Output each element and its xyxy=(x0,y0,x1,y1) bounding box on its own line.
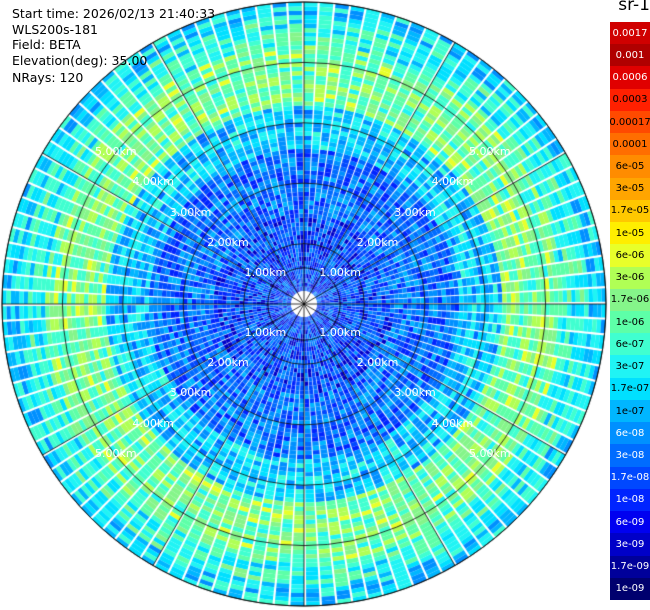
range-ring-label: 5.00km xyxy=(95,145,137,159)
colorbar-tick: 3e-07 xyxy=(610,355,650,378)
range-ring-label: 2.00km xyxy=(207,356,249,370)
colorbar-tick: 1e-08 xyxy=(610,488,650,512)
colorbar-tick: 6e-06 xyxy=(610,244,650,267)
range-ring-label: 3.00km xyxy=(169,205,212,219)
colorbar-tick: 3e-06 xyxy=(610,266,650,289)
colorbar-unit-label: m-1 sr-1 xyxy=(612,0,650,15)
range-ring-label: 4.00km xyxy=(132,175,174,189)
colorbar-tick: 1.7e-07 xyxy=(610,377,650,400)
range-ring-label: 1.00km xyxy=(244,326,287,340)
colorbar-tick: 1e-09 xyxy=(610,577,650,600)
colorbar-tick: 0.0003 xyxy=(610,88,650,111)
colorbar-tick: 0.00017 xyxy=(609,110,650,134)
range-ring-label: 2.00km xyxy=(356,235,399,249)
colorbar-tick: 0.001 xyxy=(610,44,650,67)
field-label: Field: BETA xyxy=(12,37,81,52)
range-ring-label: 1.00km xyxy=(319,265,361,279)
colorbar-tick: 0.0017 xyxy=(610,22,650,45)
range-ring-label: 1.00km xyxy=(319,326,361,340)
range-ring-label: 4.00km xyxy=(431,416,474,430)
range-ring-label: 5.00km xyxy=(468,145,511,159)
range-ring-label: 2.00km xyxy=(207,235,249,249)
range-ring-label: 3.00km xyxy=(394,386,436,400)
colorbar-tick: 6e-09 xyxy=(610,511,650,534)
range-ring-label: 5.00km xyxy=(95,446,137,460)
colorbar-tick: 0.0006 xyxy=(610,66,650,89)
range-ring-label: 3.00km xyxy=(169,386,212,400)
range-ring-label: 5.00km xyxy=(468,446,511,460)
colorbar-tick: 6e-08 xyxy=(610,422,650,445)
range-ring-label: 2.00km xyxy=(356,356,399,370)
colorbar-tick: 1.7e-08 xyxy=(610,466,650,489)
elevation-label: Elevation(deg): 35.00 xyxy=(12,53,148,68)
colorbar-tick: 1e-05 xyxy=(610,222,650,245)
colorbar-tick: 3e-05 xyxy=(610,177,650,200)
colorbar-tick: 1.7e-06 xyxy=(610,288,650,311)
colorbar-tick: 6e-05 xyxy=(610,155,650,178)
colorbar-tick: 1.7e-09 xyxy=(610,555,650,578)
range-ring-label: 1.00km xyxy=(244,265,287,279)
colorbar: 0.0017 0.001 0.0006 0.0003 0.00017 0.0001 6e-0… xyxy=(609,22,650,600)
colorbar-tick: 3e-08 xyxy=(610,444,650,467)
instrument-label: WLS200s-181 xyxy=(12,22,98,37)
colorbar-tick: 1e-07 xyxy=(610,399,650,423)
nrays-label: NRays: 120 xyxy=(12,70,84,85)
colorbar-tick: 1.7e-05 xyxy=(610,199,650,223)
colorbar-tick: 1e-06 xyxy=(610,311,650,334)
colorbar-tick: 3e-09 xyxy=(610,533,650,556)
range-ring-label: 4.00km xyxy=(132,416,174,430)
colorbar-tick: 0.0001 xyxy=(610,133,650,156)
start-time-label: Start time: 2026/02/13 21:40:33 xyxy=(12,6,216,21)
colorbar-tick: 6e-07 xyxy=(610,333,650,356)
ppi-scan-canvas xyxy=(0,0,610,610)
range-ring-label: 4.00km xyxy=(431,175,474,189)
range-ring-label: 3.00km xyxy=(394,205,436,219)
